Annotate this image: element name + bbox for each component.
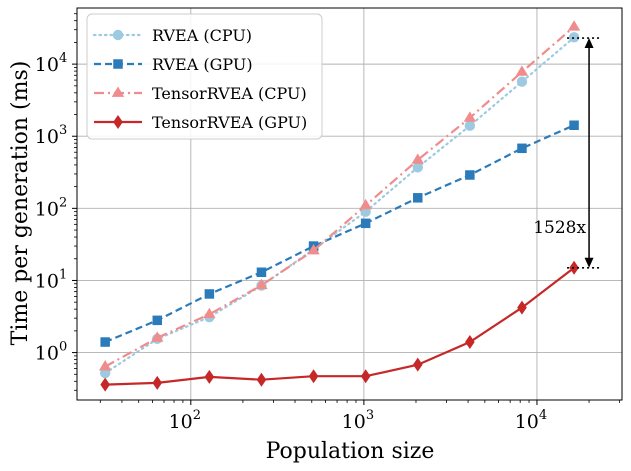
series-line [105, 266, 575, 386]
data-point [308, 369, 319, 384]
data-point [151, 331, 164, 342]
data-point [568, 32, 580, 43]
legend-label: TensorRVEA (GPU) [152, 113, 307, 132]
data-point [98, 360, 112, 371]
x-axis-label: Population size [266, 439, 435, 464]
data-point [99, 367, 111, 379]
legend-marker [113, 115, 123, 129]
y-tick-label: 103 [35, 123, 67, 148]
annotation-label: 1528x [533, 218, 586, 238]
annotation-arrow-head-down [584, 257, 594, 268]
data-point [465, 170, 475, 180]
legend-box [86, 13, 323, 140]
data-point [411, 153, 424, 164]
data-point [517, 143, 527, 154]
data-point [517, 300, 527, 315]
data-point [152, 315, 163, 326]
series-line [104, 36, 576, 375]
data-point [463, 111, 477, 122]
data-point [516, 76, 528, 87]
data-point [569, 120, 579, 130]
legend-entry: TensorRVEA (GPU) [94, 113, 307, 132]
legend: RVEA (CPU) RVEA (GPU) TensorRVEA (CPU) Tens… [86, 13, 323, 140]
annotation-arrow-head-up [584, 38, 594, 49]
data-point [204, 289, 215, 299]
data-point [255, 278, 268, 290]
data-point [256, 372, 267, 387]
y-tick-label: 100 [35, 340, 67, 365]
data-point [567, 20, 581, 31]
y-tick-label: 101 [35, 267, 67, 292]
series-tensorrvea-cpu [98, 20, 581, 371]
legend-marker [112, 29, 124, 41]
series-line [104, 124, 575, 344]
speedup-annotation: 1528x [533, 37, 602, 269]
legend-label: RVEA (GPU) [152, 55, 253, 74]
legend-entry: RVEA (GPU) [94, 55, 253, 74]
x-tick-label: 103 [342, 408, 374, 433]
data-point [360, 218, 371, 229]
data-point [515, 65, 529, 76]
x-tick-label: 104 [515, 408, 547, 433]
data-point [465, 335, 475, 350]
data-point [412, 162, 423, 173]
x-tick-label: 102 [169, 408, 201, 433]
legend-label: RVEA (CPU) [152, 26, 252, 45]
data-point [256, 267, 267, 277]
data-point [464, 120, 476, 131]
y-axis-label: Time per generation (ms) [8, 61, 33, 346]
data-point [412, 357, 423, 372]
legend-marker [111, 86, 125, 97]
series-line [104, 25, 575, 368]
y-tick-label: 104 [35, 51, 67, 76]
data-point [203, 307, 216, 319]
data-point [360, 369, 371, 384]
legend-entry: RVEA (CPU) [92, 26, 252, 45]
data-point [413, 193, 423, 203]
data-point [307, 244, 320, 255]
axis-ticks: 102 103 104 100 101 102 103 104 [35, 13, 620, 433]
plot-frame [76, 7, 623, 401]
legend-marker [113, 59, 123, 69]
y-tick-label: 102 [35, 195, 67, 220]
data-point [359, 198, 372, 210]
data-point [204, 369, 215, 384]
data-point [100, 337, 110, 347]
data-point [152, 375, 163, 390]
data-point [100, 377, 110, 392]
series-rvea-gpu [100, 120, 579, 347]
data-point [569, 260, 579, 275]
series-layer [98, 20, 581, 392]
legend-entry: TensorRVEA (CPU) [94, 84, 307, 103]
series-tensorrvea-gpu [100, 260, 579, 392]
legend-label: TensorRVEA (CPU) [152, 84, 307, 103]
